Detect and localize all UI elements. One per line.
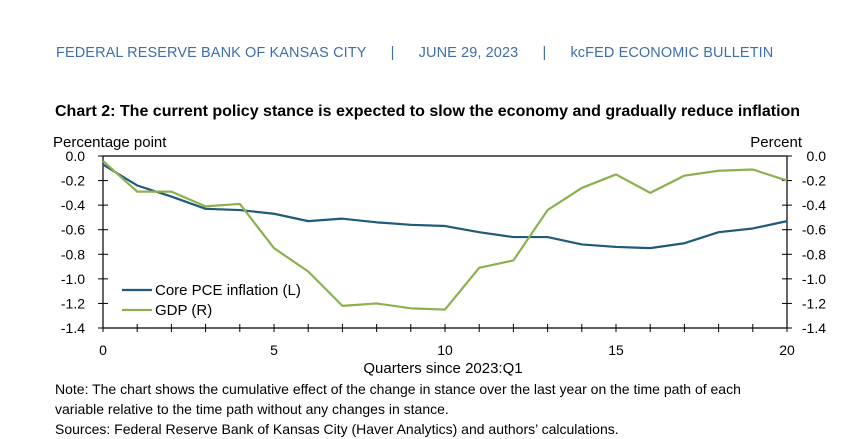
y-tick-label-right: 0.0	[807, 148, 827, 164]
note-line: variable relative to the time path witho…	[55, 401, 449, 417]
y-tick-label-left: -0.2	[61, 173, 85, 189]
sources-line: Sources: Federal Reserve Bank of Kansas …	[55, 421, 619, 437]
y-tick-label-left: -1.0	[61, 271, 85, 287]
series-lines	[102, 160, 788, 311]
y-tick-label-left: -1.4	[61, 320, 85, 336]
left-axis-label: Percentage point	[53, 134, 167, 151]
x-tick-label: 0	[99, 342, 107, 358]
y-tick-label-right: -1.0	[802, 271, 826, 287]
y-tick-label-left: 0.0	[66, 148, 86, 164]
legend-label: GDP (R)	[155, 302, 212, 319]
y-tick-label-right: -0.4	[802, 197, 826, 213]
y-tick-label-right: -0.6	[802, 222, 826, 238]
y-tick-label-left: -1.2	[61, 295, 85, 311]
legend-label: Core PCE inflation (L)	[155, 282, 301, 299]
y-tick-label-right: -1.4	[802, 320, 826, 336]
y-tick-label-left: -0.6	[61, 222, 85, 238]
y-tick-label-right: -0.2	[802, 173, 826, 189]
org-name: FEDERAL RESERVE BANK OF KANSAS CITY	[56, 45, 367, 61]
y-tick-label-left: -0.8	[61, 246, 85, 262]
x-axis-label: Quarters since 2023:Q1	[363, 360, 522, 377]
chart-title: Chart 2: The current policy stance is ex…	[55, 103, 801, 120]
y-tick-label-right: -1.2	[802, 295, 826, 311]
y-tick-label-left: -0.4	[61, 197, 85, 213]
x-tick-label: 15	[608, 342, 624, 358]
axes: 0.0 0.0 -0.2 -0.2 -0.4 -0.4 -0.6 -0.6 -0.8 -0.8 -1…	[61, 148, 826, 358]
x-tick-label: 20	[779, 342, 795, 358]
x-tick-label: 10	[437, 342, 453, 358]
y-tick-label-right: -0.8	[802, 246, 826, 262]
masthead-separator: |	[542, 45, 547, 61]
core-pce-line	[102, 163, 788, 250]
chart-notes: Note: The chart shows the cumulative eff…	[55, 379, 835, 439]
masthead: FEDERAL RESERVE BANK OF KANSAS CITY | JU…	[56, 45, 773, 61]
legend: Core PCE inflation (L) GDP (R)	[122, 282, 301, 319]
masthead-separator: |	[390, 45, 395, 61]
right-axis-label: Percent	[750, 134, 803, 151]
gdp-line	[102, 160, 788, 311]
publication-date: JUNE 29, 2023	[418, 45, 519, 61]
note-line: Note: The chart shows the cumulative eff…	[55, 381, 741, 397]
x-tick-label: 5	[270, 342, 278, 358]
publication-name: kcFED ECONOMIC BULLETIN	[570, 45, 774, 61]
